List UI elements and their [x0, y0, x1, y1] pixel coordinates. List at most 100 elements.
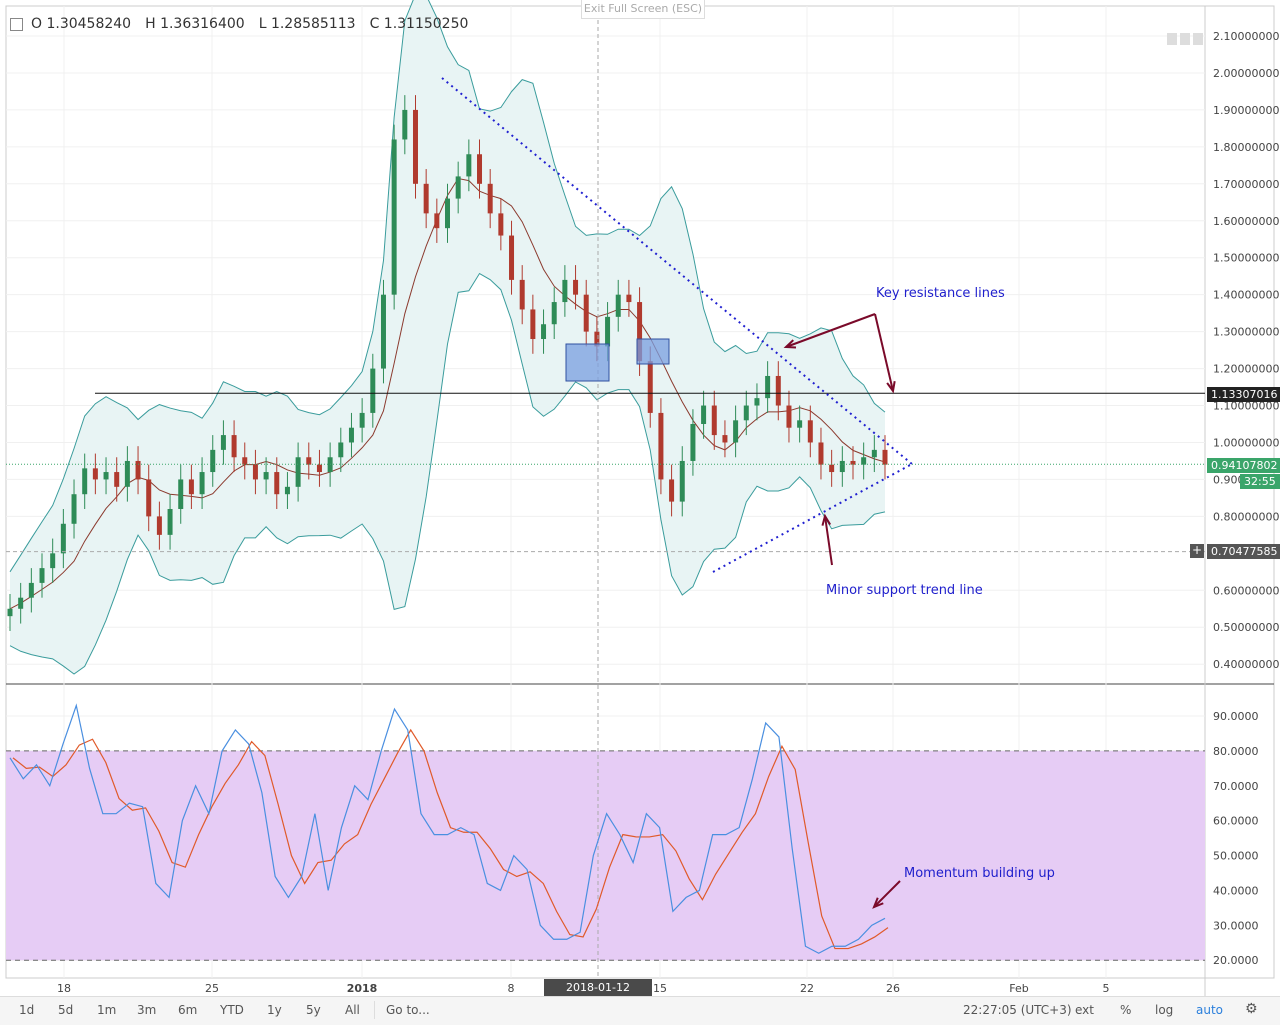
time-tick-label: 25 [205, 982, 219, 995]
candle [807, 420, 813, 443]
candle [380, 294, 386, 369]
timeframe-1y[interactable]: 1y [267, 1003, 282, 1017]
countdown-label: 32:55 [1240, 474, 1280, 489]
candle [594, 331, 600, 347]
candle [818, 442, 824, 465]
resistance-price-label: 1.13307016 [1207, 387, 1280, 402]
candle [871, 449, 877, 458]
price-tick-label: 0.40000000 [1213, 658, 1279, 671]
legend-toggle-icon[interactable] [10, 17, 23, 31]
candle [39, 568, 45, 583]
timeframe-1m[interactable]: 1m [97, 1003, 117, 1017]
time-tick-label: 15 [653, 982, 667, 995]
osc-tick-label: 90.0000 [1213, 710, 1259, 723]
price-tick-label: 1.10000000 [1213, 400, 1279, 413]
pane-up-icon[interactable] [1167, 33, 1177, 45]
candle [711, 405, 717, 436]
candle [50, 553, 56, 569]
candle [348, 427, 354, 443]
candle [647, 361, 653, 413]
candle [829, 464, 835, 473]
candle [402, 109, 408, 140]
osc-tick-label: 30.0000 [1213, 919, 1259, 932]
annotation-support: Minor support trend line [826, 583, 983, 598]
log-toggle[interactable]: log [1155, 1003, 1174, 1017]
annotation-momentum: Momentum building up [904, 866, 1055, 881]
ohlc-high: H 1.36316400 [145, 16, 245, 32]
time-tick-label: Feb [1009, 982, 1028, 995]
candle [18, 597, 24, 609]
candle [498, 213, 504, 236]
candle [519, 279, 525, 310]
candle [786, 405, 792, 428]
candle [637, 302, 643, 362]
arrow-resistance-1 [785, 313, 876, 348]
candle [615, 294, 621, 317]
candle [754, 398, 760, 406]
candle [28, 582, 34, 598]
time-tick-label: 5 [1103, 982, 1110, 995]
arrow-momentum [873, 880, 901, 908]
candle [124, 460, 130, 487]
settings-gear-icon[interactable]: ⚙ [1245, 1001, 1258, 1017]
candle [359, 412, 365, 428]
stoch-d-line [12, 728, 889, 950]
crosshair-time-label: 2018-01-12 07:00:00 [544, 979, 652, 1011]
timeframe-ytd[interactable]: YTD [220, 1003, 244, 1017]
price-tick-label: 1.20000000 [1213, 363, 1279, 376]
osc-tick-label: 50.0000 [1213, 850, 1259, 863]
candle [477, 154, 483, 184]
support-price-label: 0.70477585 [1207, 544, 1280, 559]
price-tick-label: 2.10000000 [1213, 30, 1279, 43]
bottom-toolbar: 1d 5d 1m 3m 6m YTD 1y 5y All Go to... 22… [0, 996, 1280, 1025]
price-tick-label: 1.60000000 [1213, 215, 1279, 228]
bollinger-fill [10, 0, 885, 675]
candle [541, 324, 547, 340]
timeframe-1d[interactable]: 1d [19, 1003, 35, 1017]
price-chart[interactable]: 2.10000000 2.00000000 1.90000000 1.80000000… [0, 0, 1280, 996]
candle [605, 316, 611, 347]
ohlc-legend: O 1.30458240 H 1.36316400 L 1.28585113 C… [10, 16, 474, 32]
price-tick-label: 1.70000000 [1213, 178, 1279, 191]
candle [583, 294, 589, 332]
timeframe-3m[interactable]: 3m [137, 1003, 157, 1017]
timeframe-all[interactable]: All [345, 1003, 360, 1017]
bollinger-upper [9, 0, 886, 573]
price-tick-label: 1.90000000 [1213, 104, 1279, 117]
candle [434, 213, 440, 229]
ohlc-close: C 1.31150250 [369, 16, 469, 32]
candle [573, 279, 579, 295]
candle [82, 468, 88, 495]
timeframe-5d[interactable]: 5d [58, 1003, 74, 1017]
price-tick-label: 0.60000000 [1213, 584, 1279, 597]
add-alert-icon[interactable]: + [1190, 543, 1204, 558]
price-tick-label: 2.00000000 [1213, 67, 1279, 80]
price-tick-label: 1.40000000 [1213, 289, 1279, 302]
timeframe-5y[interactable]: 5y [306, 1003, 321, 1017]
candle [274, 472, 280, 495]
candle [509, 235, 515, 280]
candle [188, 479, 194, 495]
exit-fullscreen-button[interactable]: Exit Full Screen (ESC) [581, 0, 705, 19]
stoch-k-line [9, 703, 886, 954]
time-tick-label: 26 [886, 982, 900, 995]
candle [338, 442, 344, 458]
osc-tick-label: 70.0000 [1213, 780, 1259, 793]
price-tick-label: 1.00000000 [1213, 436, 1279, 449]
candle [306, 457, 312, 465]
candle [882, 449, 888, 465]
timeframe-6m[interactable]: 6m [178, 1003, 198, 1017]
goto-button[interactable]: Go to... [386, 1003, 430, 1017]
percent-toggle[interactable]: % [1120, 1003, 1132, 1017]
time-tick-label: 2018 [347, 982, 378, 995]
arrow-resistance-2 [874, 313, 894, 392]
candle [551, 302, 557, 325]
auto-toggle[interactable]: auto [1196, 1003, 1224, 1017]
clock-label: 22:27:05 (UTC+3) [963, 1003, 1072, 1017]
pane-down-icon[interactable] [1180, 33, 1190, 45]
candle [412, 109, 418, 184]
candle [92, 468, 98, 480]
ext-toggle[interactable]: ext [1075, 1003, 1094, 1017]
candle [839, 460, 845, 473]
pane-maximize-icon[interactable] [1193, 33, 1203, 45]
